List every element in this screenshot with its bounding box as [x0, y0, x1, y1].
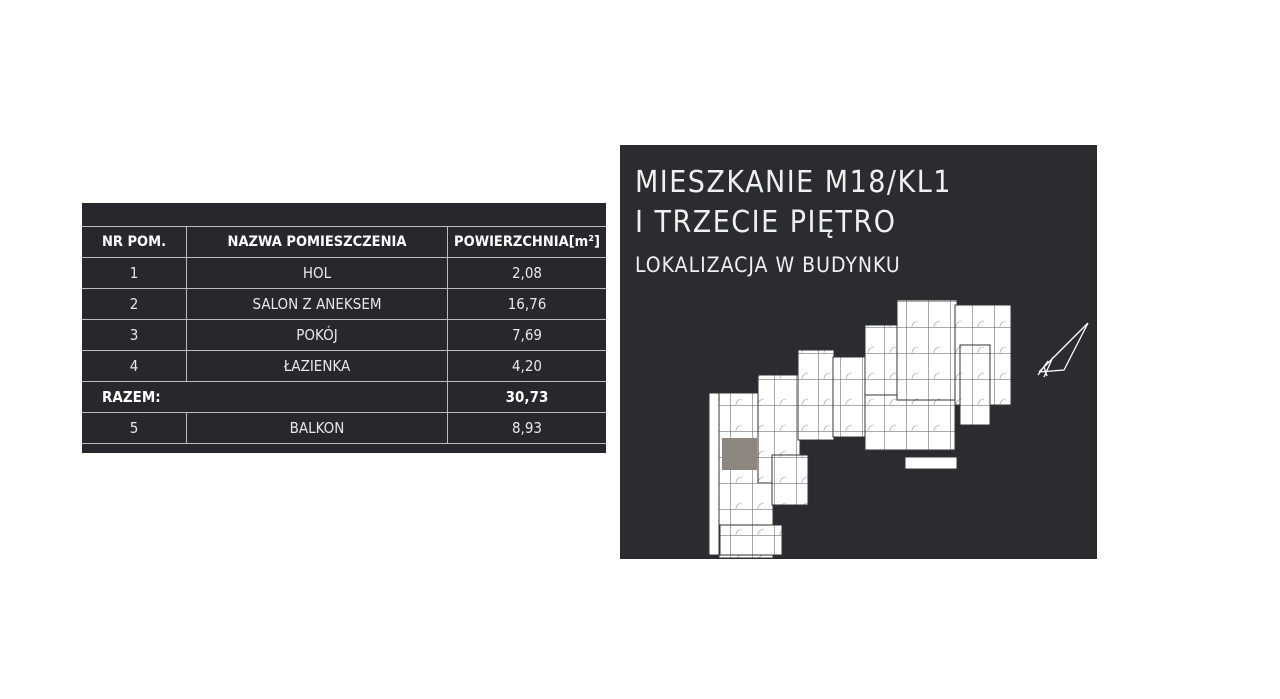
north-arrow-icon — [1037, 322, 1089, 378]
table-row: 5 BALKON 8,93 — [82, 412, 606, 444]
table-header-row: NR POM. NAZWA POMIESZCZENIA POWIERZCHNIA… — [82, 226, 606, 258]
table-row: 4 ŁAZIENKA 4,20 — [82, 350, 606, 382]
header-nr: NR POM. — [82, 226, 187, 258]
table-row: 2 SALON Z ANEKSEM 16,76 — [82, 288, 606, 320]
room-name: HOL — [186, 257, 448, 289]
table-top-band — [82, 203, 606, 226]
header-name: NAZWA POMIESZCZENIA — [186, 226, 448, 258]
total-spacer — [186, 381, 448, 413]
total-area: 30,73 — [447, 381, 606, 413]
room-nr: 4 — [82, 350, 187, 382]
floor-plan — [708, 299, 1089, 559]
room-area-table: NR POM. NAZWA POMIESZCZENIA POWIERZCHNIA… — [82, 203, 606, 453]
room-area: 16,76 — [447, 288, 606, 320]
apartment-title: MIESZKANIE M18/KL1 — [635, 165, 952, 200]
location-panel: MIESZKANIE M18/KL1 I TRZECIE PIĘTRO LOKA… — [620, 145, 1097, 559]
room-area: 7,69 — [447, 319, 606, 351]
room-name: SALON Z ANEKSEM — [186, 288, 448, 320]
room-name: ŁAZIENKA — [186, 350, 448, 382]
building-outline — [708, 299, 1012, 559]
room-area: 2,08 — [447, 257, 606, 289]
room-name: POKÓJ — [186, 319, 448, 351]
total-row: RAZEM: 30,73 — [82, 381, 606, 413]
location-subtitle: LOKALIZACJA W BUDYNKU — [635, 253, 901, 277]
room-nr: 2 — [82, 288, 187, 320]
room-nr: 1 — [82, 257, 187, 289]
table-row: 1 HOL 2,08 — [82, 257, 606, 289]
table-row: 3 POKÓJ 7,69 — [82, 319, 606, 351]
room-area: 4,20 — [447, 350, 606, 382]
room-area: 8,93 — [447, 412, 606, 444]
header-area: POWIERZCHNIA[m²] — [447, 226, 606, 258]
room-name: BALKON — [186, 412, 448, 444]
room-nr: 3 — [82, 319, 187, 351]
total-label: RAZEM: — [82, 381, 187, 413]
highlighted-apartment — [722, 438, 757, 470]
floor-title: I TRZECIE PIĘTRO — [635, 205, 897, 240]
room-nr: 5 — [82, 412, 187, 444]
